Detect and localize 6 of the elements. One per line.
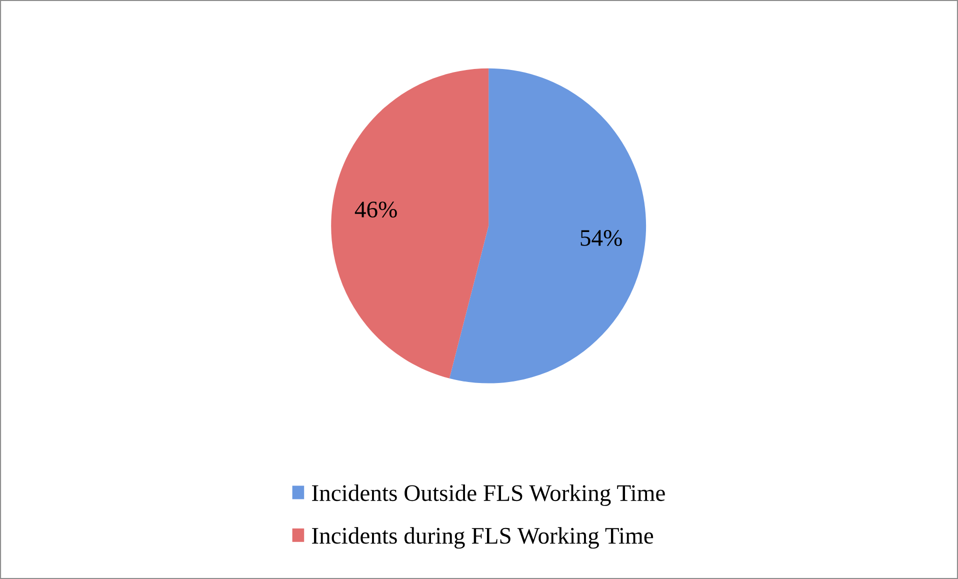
pie-slice (449, 68, 646, 384)
pie-slice (331, 68, 489, 378)
data-label: 54% (580, 230, 622, 246)
data-label: 46% (354, 202, 397, 218)
legend-label: Incidents Outside FLS Working Time (312, 484, 665, 506)
legend-label: Incidents during FLS Working Time (312, 527, 654, 549)
